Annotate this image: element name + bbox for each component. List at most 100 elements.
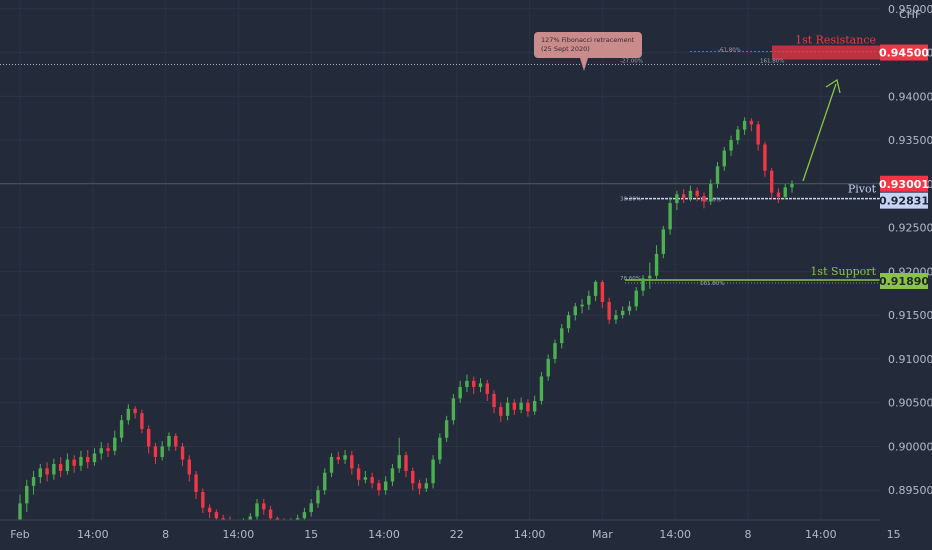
support-level: 1st Support <box>625 265 880 284</box>
candle-body <box>681 194 686 198</box>
candle-body <box>343 455 347 460</box>
candle-body <box>201 491 205 508</box>
candle <box>465 374 469 393</box>
candle-body <box>160 446 164 457</box>
candle-body <box>174 435 178 447</box>
candle <box>329 453 334 478</box>
candle <box>411 467 415 491</box>
candle-body <box>709 183 713 202</box>
candle <box>736 126 740 145</box>
candle-body <box>255 503 259 517</box>
candle <box>492 390 496 414</box>
candle-body <box>627 306 632 311</box>
candle <box>627 301 632 316</box>
candle-body <box>45 468 49 475</box>
candle-body <box>546 358 550 377</box>
candle-body <box>119 420 124 438</box>
candle <box>580 299 584 314</box>
candle-body <box>485 383 489 394</box>
candle <box>587 290 591 310</box>
price-tick-label: 0.91000 <box>888 353 932 366</box>
candle <box>336 451 340 464</box>
candle <box>600 280 605 309</box>
candle <box>383 476 388 495</box>
time-tick-label: 8 <box>162 528 169 541</box>
candle-body <box>539 376 544 401</box>
candle <box>174 433 178 451</box>
candle <box>167 432 171 451</box>
candle-body <box>776 192 781 197</box>
candle-body <box>262 503 266 510</box>
candle-body <box>566 315 571 329</box>
candle <box>749 118 754 132</box>
price-tick-label: 0.89500 <box>888 484 932 497</box>
time-axis[interactable]: Feb 14:00 8 14:00 15 14:00 22 14:00 Mar 14:00 8 14:… <box>0 519 901 550</box>
candle <box>86 449 90 469</box>
current-price-tag: 0.93001 <box>879 175 929 192</box>
candle-body <box>268 509 273 519</box>
fib-label-res-27: -27.00% <box>620 59 643 65</box>
candle <box>133 406 137 419</box>
candle-body <box>749 120 754 125</box>
candle-body <box>763 144 767 171</box>
candle-body <box>214 512 219 519</box>
candle <box>316 485 320 508</box>
pivot-level-label: Pivot <box>848 183 877 196</box>
candle <box>343 449 347 464</box>
candle-body <box>187 459 191 475</box>
candle-body <box>742 120 747 130</box>
price-tick-label: 0.90000 <box>888 440 932 453</box>
candle <box>478 378 483 393</box>
candle-body <box>431 459 435 484</box>
time-tick-label: 15 <box>304 528 318 541</box>
candle <box>302 507 307 521</box>
candle <box>499 402 503 422</box>
resistance-level: 1st Resistance <box>0 34 880 66</box>
candle <box>634 287 638 311</box>
candle <box>146 425 151 454</box>
candle <box>201 488 205 513</box>
candle-body <box>92 453 97 463</box>
fib-label-sup-786: 78.60% <box>620 276 641 282</box>
candle <box>323 468 327 495</box>
candle <box>72 455 76 473</box>
candle-body <box>248 516 252 522</box>
candle-body <box>194 474 198 492</box>
candle-body <box>614 315 618 320</box>
candle-body <box>79 456 83 466</box>
candle <box>661 225 666 259</box>
pivot-price-text: 0.92831 <box>879 195 929 208</box>
candle <box>45 462 49 482</box>
candle <box>505 397 510 421</box>
fib-label-res-1618: 161.80% <box>760 59 784 65</box>
candle <box>444 415 449 443</box>
time-axis-background <box>0 520 880 550</box>
candle-body <box>702 196 706 202</box>
candle <box>79 450 83 471</box>
candle <box>648 262 652 289</box>
candle-body <box>505 402 510 416</box>
candle <box>431 455 435 489</box>
candle-body <box>607 302 611 320</box>
candle <box>207 504 212 519</box>
candle-body <box>688 190 693 198</box>
candle-body <box>580 304 584 307</box>
price-tick-label: 0.91500 <box>888 309 932 322</box>
candle <box>546 354 550 381</box>
candle-body <box>370 477 374 484</box>
callout-bubble <box>534 32 642 71</box>
callout-line-1: 127% Fibonacci retracement <box>541 36 635 44</box>
candle-body <box>458 386 462 399</box>
candle-body <box>756 124 760 145</box>
candle <box>654 245 659 281</box>
candle-body <box>31 477 36 486</box>
candle <box>140 409 144 434</box>
candle-body <box>499 407 503 416</box>
candle <box>58 456 63 478</box>
candle <box>160 441 164 461</box>
time-tick-label: 14:00 <box>805 528 837 541</box>
candle <box>363 470 368 484</box>
candle-body <box>207 507 212 513</box>
